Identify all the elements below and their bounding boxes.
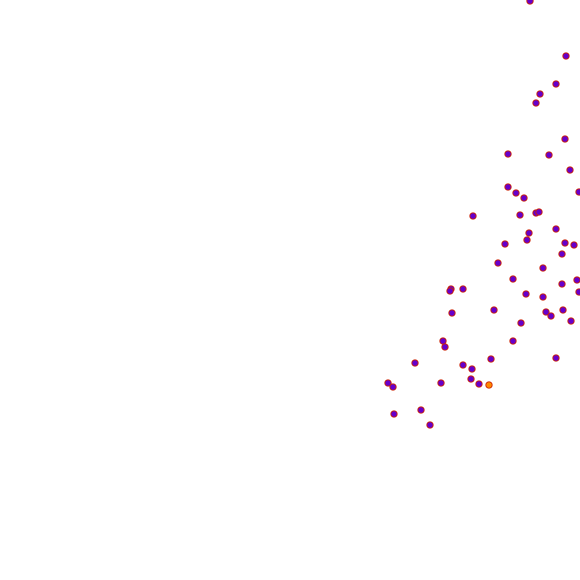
data-point bbox=[575, 288, 580, 296]
data-point bbox=[504, 150, 512, 158]
data-point bbox=[389, 383, 397, 391]
data-point bbox=[469, 212, 477, 220]
data-point bbox=[559, 306, 567, 314]
data-point bbox=[501, 240, 509, 248]
data-point bbox=[525, 229, 533, 237]
data-point bbox=[545, 151, 553, 159]
data-point bbox=[566, 166, 574, 174]
data-point bbox=[468, 365, 476, 373]
data-point bbox=[441, 343, 449, 351]
data-point bbox=[532, 99, 540, 107]
data-point bbox=[509, 337, 517, 345]
data-point bbox=[516, 211, 524, 219]
data-point bbox=[526, 0, 534, 5]
data-point bbox=[504, 183, 512, 191]
data-point bbox=[459, 285, 467, 293]
data-point bbox=[552, 225, 560, 233]
data-point bbox=[562, 52, 570, 60]
data-point bbox=[384, 379, 392, 387]
data-point bbox=[437, 379, 445, 387]
data-point bbox=[417, 406, 425, 414]
data-point bbox=[573, 276, 580, 284]
data-point bbox=[390, 410, 398, 418]
data-point bbox=[522, 290, 530, 298]
data-point bbox=[411, 359, 419, 367]
data-point bbox=[552, 80, 560, 88]
data-point bbox=[523, 236, 531, 244]
data-point bbox=[535, 208, 543, 216]
data-point bbox=[475, 380, 483, 388]
data-point bbox=[512, 189, 520, 197]
data-point bbox=[439, 337, 447, 345]
data-point bbox=[536, 90, 544, 98]
data-point bbox=[570, 241, 578, 249]
data-point bbox=[552, 354, 560, 362]
data-point bbox=[509, 275, 517, 283]
data-point bbox=[558, 280, 566, 288]
data-point bbox=[448, 309, 456, 317]
data-point bbox=[539, 264, 547, 272]
data-point bbox=[426, 421, 434, 429]
data-point bbox=[446, 287, 454, 295]
data-point bbox=[558, 250, 566, 258]
data-point bbox=[490, 306, 498, 314]
data-point bbox=[561, 135, 569, 143]
points-layer bbox=[384, 0, 580, 429]
data-point bbox=[547, 312, 555, 320]
data-point bbox=[575, 188, 580, 196]
data-point bbox=[487, 355, 495, 363]
data-point bbox=[542, 308, 550, 316]
data-point bbox=[539, 293, 547, 301]
data-point bbox=[567, 317, 575, 325]
data-point bbox=[467, 375, 475, 383]
data-point bbox=[520, 194, 528, 202]
data-point bbox=[459, 361, 467, 369]
highlight-point bbox=[485, 381, 493, 389]
data-point bbox=[494, 259, 502, 267]
data-point bbox=[517, 319, 525, 327]
data-point bbox=[561, 239, 569, 247]
